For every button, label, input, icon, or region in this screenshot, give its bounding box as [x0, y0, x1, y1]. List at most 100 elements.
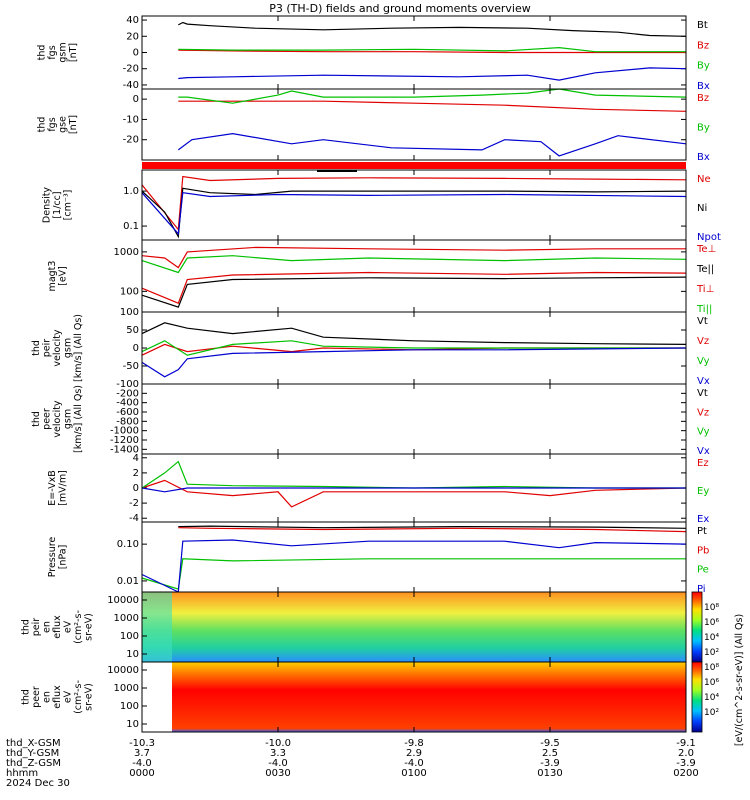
x-tick-value: -10.0	[265, 738, 291, 749]
y-tick-label: 0	[133, 94, 139, 105]
panel-pressure: 0.10 0.01 Pressure [nPa] Pt Pb Pe Pi	[47, 521, 709, 595]
early-interval	[142, 592, 172, 662]
y-tick-label: 0	[133, 343, 139, 354]
series-line-Bx	[177, 132, 687, 157]
y-tick-label: 1000	[114, 613, 139, 624]
y-tick-label: -400	[116, 398, 139, 409]
panel-fgs_gse: 0 -10 -20 thd fgs gse [nT] Bz By Bx	[36, 88, 710, 163]
y-axis-label: [cm⁻³]	[63, 190, 74, 221]
x-tick-value: 3.3	[270, 748, 286, 759]
y-tick-label: 10000	[107, 595, 139, 606]
y-tick-label: 0	[133, 483, 139, 494]
y-tick-label: -1400	[110, 444, 139, 455]
y-tick-label: 100	[120, 286, 139, 297]
series-line-Ne	[141, 175, 687, 232]
legend-entry: Vz	[697, 336, 709, 347]
legend-entry: Bz	[697, 40, 709, 51]
legend-entry: Vt	[697, 316, 708, 327]
colorbar-tick: 10⁶	[704, 678, 719, 688]
colorbar-lower	[691, 661, 703, 733]
y-tick-label: 20	[126, 31, 139, 42]
x-tick-value: 3.7	[134, 748, 150, 759]
series-line-By	[178, 46, 686, 53]
series-line-Ey	[141, 460, 686, 489]
legend-entry: Pb	[697, 545, 709, 556]
x-tick-value: -9.5	[540, 738, 560, 749]
series-line-Ti_perp	[141, 246, 686, 269]
legend-entry: Ex	[697, 514, 709, 525]
y-tick-label: -20	[123, 64, 139, 75]
y-tick-label: -4	[129, 513, 139, 524]
y-axis-label: (cm²-s-	[73, 610, 84, 644]
legend-entry: Pi	[697, 584, 706, 595]
legend-entry: Ti||	[696, 304, 712, 315]
y-axis-label: fgs	[47, 45, 58, 59]
y-axis-label: gse	[57, 116, 68, 133]
colorbar: 10⁸ 10⁶ 10⁴ 10² 10⁸ 10⁶ 10⁴ 10² [eV/(cm^2-s-sr-e…	[691, 591, 745, 746]
colorbar-tick: 10²	[704, 648, 719, 658]
x-row-label: 2024 Dec 30	[6, 778, 70, 789]
x-tick-value: 0000	[129, 768, 154, 779]
legend-entry: Te⊥	[696, 244, 716, 255]
y-tick-label: 0	[133, 48, 139, 59]
series-line-Pi	[141, 539, 687, 593]
y-tick-label: 100	[120, 307, 139, 318]
y-axis-label: Density	[42, 187, 53, 223]
y-tick-label: 0.1	[123, 221, 139, 232]
x-tick-value: -9.1	[676, 738, 696, 749]
y-axis-label: eV	[63, 690, 74, 703]
y-axis-label: thd	[31, 340, 42, 356]
x-tick-value: -3.9	[540, 758, 560, 769]
series-line-Ex	[141, 487, 686, 493]
legend-entry: Bz	[697, 93, 709, 104]
x-row-label: thd_Z-GSM	[6, 758, 61, 769]
spectrogram-image	[142, 592, 686, 662]
x-tick-value: -10.3	[129, 738, 155, 749]
panel-peir_en: 10000 1000 100 10 thd peir en eflux eV (cm²-s-sr-…	[21, 591, 687, 663]
y-axis-label: [1/cc]	[52, 191, 63, 218]
legend-entry: Te||	[696, 264, 714, 275]
colorbar-label: [eV/(cm^2-s-sr-eV)] (All Qs)	[734, 614, 745, 746]
y-tick-label: 1.0	[123, 186, 139, 197]
legend-entry: Bt	[697, 20, 708, 31]
series-line-Pe	[141, 558, 686, 590]
series-line-Vy	[141, 340, 686, 356]
x-tick-value: -4.0	[268, 758, 288, 769]
y-axis-label: eflux	[52, 615, 63, 639]
y-axis-label: velocity	[52, 329, 63, 367]
panel-frame	[141, 383, 687, 455]
legend-entry: Vx	[697, 446, 710, 457]
y-axis-label: magt3	[47, 261, 58, 292]
legend-entry: Ey	[697, 486, 709, 497]
y-axis-label: velocity	[52, 400, 63, 438]
y-axis-label: [nPa]	[57, 545, 68, 570]
series-line-Vx	[141, 347, 687, 378]
legend-entry: Vz	[697, 407, 709, 418]
y-tick-label: 100	[120, 631, 139, 642]
y-tick-label: -40	[123, 80, 139, 91]
y-axis-label: (cm²-s-	[73, 680, 84, 714]
x-tick-value: 0130	[537, 768, 562, 779]
legend-entry: Ti⊥	[696, 284, 714, 295]
y-tick-label: 10	[126, 719, 139, 730]
x-tick-value: 2.0	[678, 748, 694, 759]
x-tick-value: -3.9	[676, 758, 696, 769]
series-line-Npot	[141, 192, 687, 236]
y-tick-label: -600	[116, 407, 139, 418]
status-bar	[142, 162, 686, 169]
x-tick-value: 0030	[265, 768, 290, 779]
series-line-Bz	[178, 49, 686, 54]
y-axis-label: [km/s] (All Qs)	[73, 314, 84, 382]
y-axis-label: [eV]	[57, 266, 68, 286]
y-axis-label: sr-eV)	[84, 683, 95, 711]
y-axis-label: gsm	[63, 338, 74, 358]
y-axis-label: thd	[36, 45, 47, 61]
panel-frame	[141, 88, 687, 161]
y-tick-label: 40	[126, 15, 139, 26]
colorbar-tick: 10⁴	[704, 633, 719, 643]
series-line-Ti_par	[141, 255, 687, 274]
y-axis-label: [nT]	[68, 43, 79, 62]
y-axis-label: peer	[42, 408, 53, 430]
x-tick-value: 0200	[673, 768, 698, 779]
